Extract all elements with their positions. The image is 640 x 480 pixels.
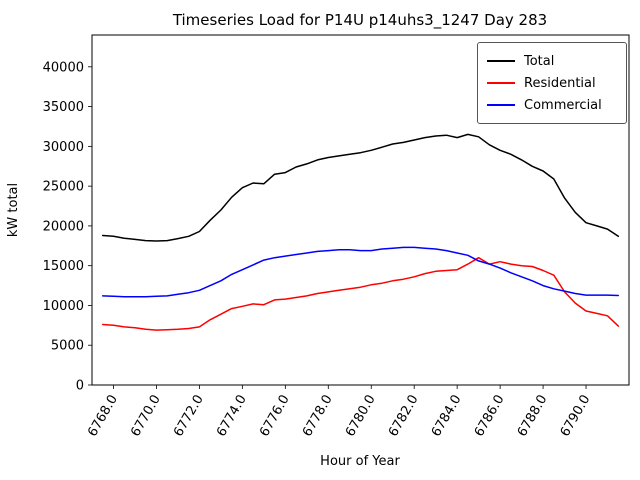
x-tick-label: 6770.0 [128, 393, 164, 440]
series-line-total [101, 133, 620, 242]
chart-title: Timeseries Load for P14U p14uhs3_1247 Da… [172, 11, 547, 30]
x-tick-label: 6768.0 [85, 393, 121, 440]
y-axis-label: kW total [6, 183, 21, 237]
y-tick-label: 0 [76, 379, 84, 394]
x-tick-label: 6784.0 [429, 393, 465, 440]
x-tick-label: 6790.0 [558, 393, 594, 440]
series-line-commercial [101, 246, 620, 298]
x-tick-label: 6774.0 [214, 393, 250, 440]
legend-line-swatch-total [487, 60, 515, 62]
x-tick-label: 6782.0 [386, 393, 422, 440]
x-tick-label: 6788.0 [515, 393, 551, 440]
legend-label-total: Total [524, 53, 555, 69]
x-tick-label: 6772.0 [171, 393, 207, 440]
series-line-residential [101, 256, 620, 331]
y-tick-label: 35000 [43, 100, 84, 115]
x-tick-label: 6776.0 [257, 393, 293, 440]
x-tick-label: 6786.0 [472, 393, 508, 440]
legend-label-commercial: Commercial [524, 97, 602, 113]
x-tick-label: 6778.0 [300, 393, 336, 440]
y-tick-label: 15000 [43, 259, 84, 274]
legend-line-swatch-residential [487, 82, 515, 84]
x-axis-label: Hour of Year [320, 454, 400, 469]
y-tick-label: 5000 [51, 339, 84, 354]
x-tick-label: 6780.0 [343, 393, 379, 440]
legend-label-residential: Residential [524, 75, 596, 91]
y-tick-label: 30000 [43, 140, 84, 155]
legend-entry-residential: Residential [487, 72, 617, 94]
legend-entry-total: Total [487, 50, 617, 72]
axes-frame [91, 34, 630, 386]
y-tick-label: 10000 [43, 299, 84, 314]
legend: Total Residential Commercial [477, 42, 627, 124]
y-tick-label: 25000 [43, 180, 84, 195]
y-tick-label: 40000 [43, 60, 84, 75]
legend-line-swatch-commercial [487, 104, 515, 106]
legend-entry-commercial: Commercial [487, 94, 617, 116]
y-tick-label: 20000 [43, 219, 84, 234]
